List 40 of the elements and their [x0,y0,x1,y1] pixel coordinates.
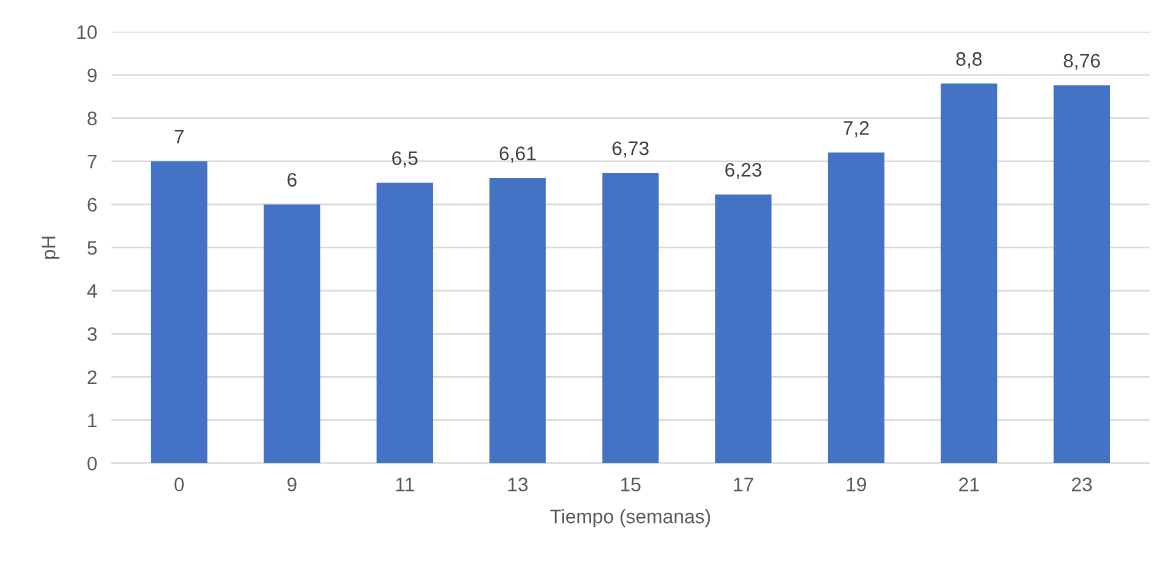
data-label: 6,61 [499,146,536,163]
x-axis-title: Tiempo (semanas) [550,509,710,528]
x-tick-label: 23 [1072,477,1092,492]
bar [940,83,998,464]
x-tick-label: 13 [508,477,528,492]
y-tick-label: 1 [88,413,97,428]
x-tick-label: 15 [621,477,641,492]
y-tick-label: 3 [87,327,97,342]
x-tick-label: 9 [287,477,297,492]
data-label: 6,73 [612,141,649,158]
y-tick-label: 0 [87,456,97,471]
x-tick-label: 19 [846,477,867,492]
y-tick-label: 10 [77,25,97,40]
data-label: 8,8 [956,52,982,69]
bar [1053,85,1111,464]
y-tick-label: 9 [87,68,97,83]
data-label: 6,5 [392,151,418,168]
y-tick-label: 6 [87,197,97,212]
bar [263,204,321,464]
bar [715,194,772,464]
data-label: 6,23 [725,162,762,180]
y-tick-label: 7 [87,154,97,169]
bar [602,172,659,464]
data-label: 8,76 [1063,53,1100,70]
data-label: 6 [287,172,297,187]
y-tick-label: 2 [87,370,97,384]
y-tick-label: 4 [87,284,97,298]
bar [489,178,546,464]
y-tick-label: 8 [87,111,97,126]
x-tick-label: 0 [174,477,184,492]
y-axis-title: pH [41,236,60,259]
x-tick-label: 21 [959,477,979,492]
bar [150,161,208,464]
bar [376,182,434,464]
y-tick-label: 5 [87,241,97,255]
data-label: 7 [174,129,184,144]
x-tick-label: 11 [396,477,414,492]
x-tick-label: 17 [733,477,754,492]
data-label: 7,2 [843,121,869,138]
bar [827,152,885,464]
